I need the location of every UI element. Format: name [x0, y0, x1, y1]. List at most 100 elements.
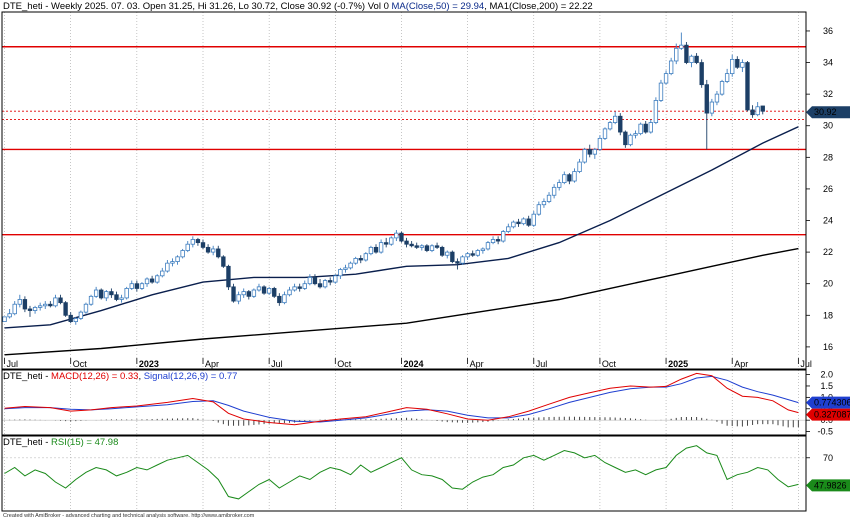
candle-body-0 [2, 316, 7, 323]
candle-body-22 [114, 294, 119, 300]
candle-body-17 [88, 295, 94, 305]
candle-body-103 [526, 218, 531, 226]
candle-body-3 [17, 299, 22, 305]
price-frame [1, 11, 807, 370]
price-y-label-1: 18 [823, 310, 833, 320]
signal-badge-text: 0.774306 [814, 398, 850, 408]
candle-body-6 [32, 306, 38, 311]
candle-body-32 [165, 262, 170, 272]
rsi-pane: 70 47.9826 [1, 435, 850, 512]
candle-body-113 [577, 161, 582, 172]
macd-badge: 0.327087 [806, 408, 850, 421]
candle-body-52 [266, 288, 272, 294]
price-header: DTE_heti - Weekly 2025. 07. 03. Open 31.… [3, 1, 593, 12]
price-y-label-3: 22 [823, 247, 833, 257]
candle-body-99 [506, 226, 511, 232]
x-axis-label-5: Oct [337, 359, 352, 369]
candle-body-149 [760, 105, 765, 112]
candle-body-98 [501, 231, 506, 242]
candle-body-9 [48, 303, 53, 307]
candle-body-2 [12, 303, 17, 315]
rsi-badge-bg [806, 479, 850, 492]
candle-body-61 [312, 276, 318, 285]
x-axis-label-10: 2025 [668, 359, 688, 369]
candle-body-1 [7, 313, 12, 318]
candle-body-26 [134, 283, 140, 289]
candle-body-76 [389, 237, 394, 245]
candle-body-39 [200, 242, 206, 248]
candle-body-144 [735, 58, 740, 68]
candle-body-121 [618, 115, 623, 133]
x-axis-label-3: Apr [205, 359, 219, 369]
candle-body-13 [68, 314, 73, 323]
macd-label: MACD(12,26) = 0.33 [51, 371, 139, 382]
candle-body-139 [709, 101, 715, 114]
candle-body-120 [612, 115, 618, 123]
candle-body-46 [236, 294, 241, 302]
macd-y-label-5: -0.5 [817, 427, 833, 437]
rsi-y-label-0: 70 [823, 453, 833, 463]
macd-y-label-1: 1.5 [820, 381, 833, 391]
x-axis-label-0: Jul [7, 359, 19, 369]
candle-body-14 [73, 318, 78, 323]
candle-body-38 [195, 239, 201, 244]
candle-body-28 [144, 278, 150, 285]
candle-body-81 [414, 245, 419, 248]
rsi-badge: 47.9826 [806, 479, 850, 492]
x-axis-label-8: Jul [536, 359, 548, 369]
last-price-badge-bg [806, 106, 850, 119]
rsi-badge-text: 47.9826 [814, 480, 847, 490]
price-y-label-8: 32 [823, 89, 833, 99]
candle-body-147 [750, 109, 755, 116]
candle-body-140 [714, 93, 720, 103]
price-pane: 16 18 20 22 24 26 28 30 32 34 36 Jul Oct 2023 Apr Jul Oc… [1, 11, 850, 370]
candle-body-24 [124, 288, 129, 299]
candle-body-42 [216, 248, 221, 258]
candle-body-23 [119, 297, 124, 300]
candle-body-146 [745, 62, 750, 111]
candle-body-29 [149, 278, 155, 283]
price-y-label-5: 26 [823, 184, 833, 194]
candle-body-56 [287, 289, 292, 296]
candle-body-134 [684, 44, 689, 63]
candle-body-66 [338, 269, 343, 277]
candle-body-101 [516, 221, 521, 225]
rsi-frame [1, 435, 807, 512]
candle-body-74 [378, 242, 384, 253]
candle-body-108 [551, 186, 557, 196]
candle-body-35 [180, 250, 185, 258]
candle-body-122 [623, 131, 628, 146]
candle-body-119 [607, 122, 613, 130]
candle-body-47 [241, 291, 246, 296]
candle-body-19 [99, 289, 104, 299]
candle-body-89 [455, 261, 460, 264]
candle-body-69 [353, 258, 358, 264]
candle-body-126 [643, 123, 648, 133]
candle-body-77 [394, 232, 399, 239]
candle-body-128 [653, 100, 659, 123]
candle-body-100 [511, 221, 516, 228]
candle-body-112 [572, 171, 577, 182]
candle-body-8 [43, 303, 48, 307]
signal-label: Signal(12,26,9) = 0.77 [143, 371, 238, 382]
candle-body-106 [541, 201, 547, 206]
candle-body-79 [404, 240, 409, 245]
candle-body-142 [724, 73, 730, 82]
candle-body-125 [638, 123, 643, 135]
candle-body-92 [470, 253, 475, 256]
candle-body-10 [53, 297, 58, 307]
candle-body-133 [679, 44, 684, 49]
candle-body-80 [409, 243, 414, 247]
x-axis-label-2: 2023 [139, 359, 159, 369]
candle-body-48 [246, 291, 251, 297]
candle-body-94 [480, 248, 486, 251]
candle-body-54 [277, 295, 282, 304]
candle-body-114 [582, 149, 587, 163]
candle-body-73 [373, 246, 379, 253]
candle-body-124 [633, 133, 638, 136]
candle-body-104 [531, 213, 536, 226]
candle-body-43 [221, 256, 226, 267]
candle-body-75 [384, 242, 389, 245]
